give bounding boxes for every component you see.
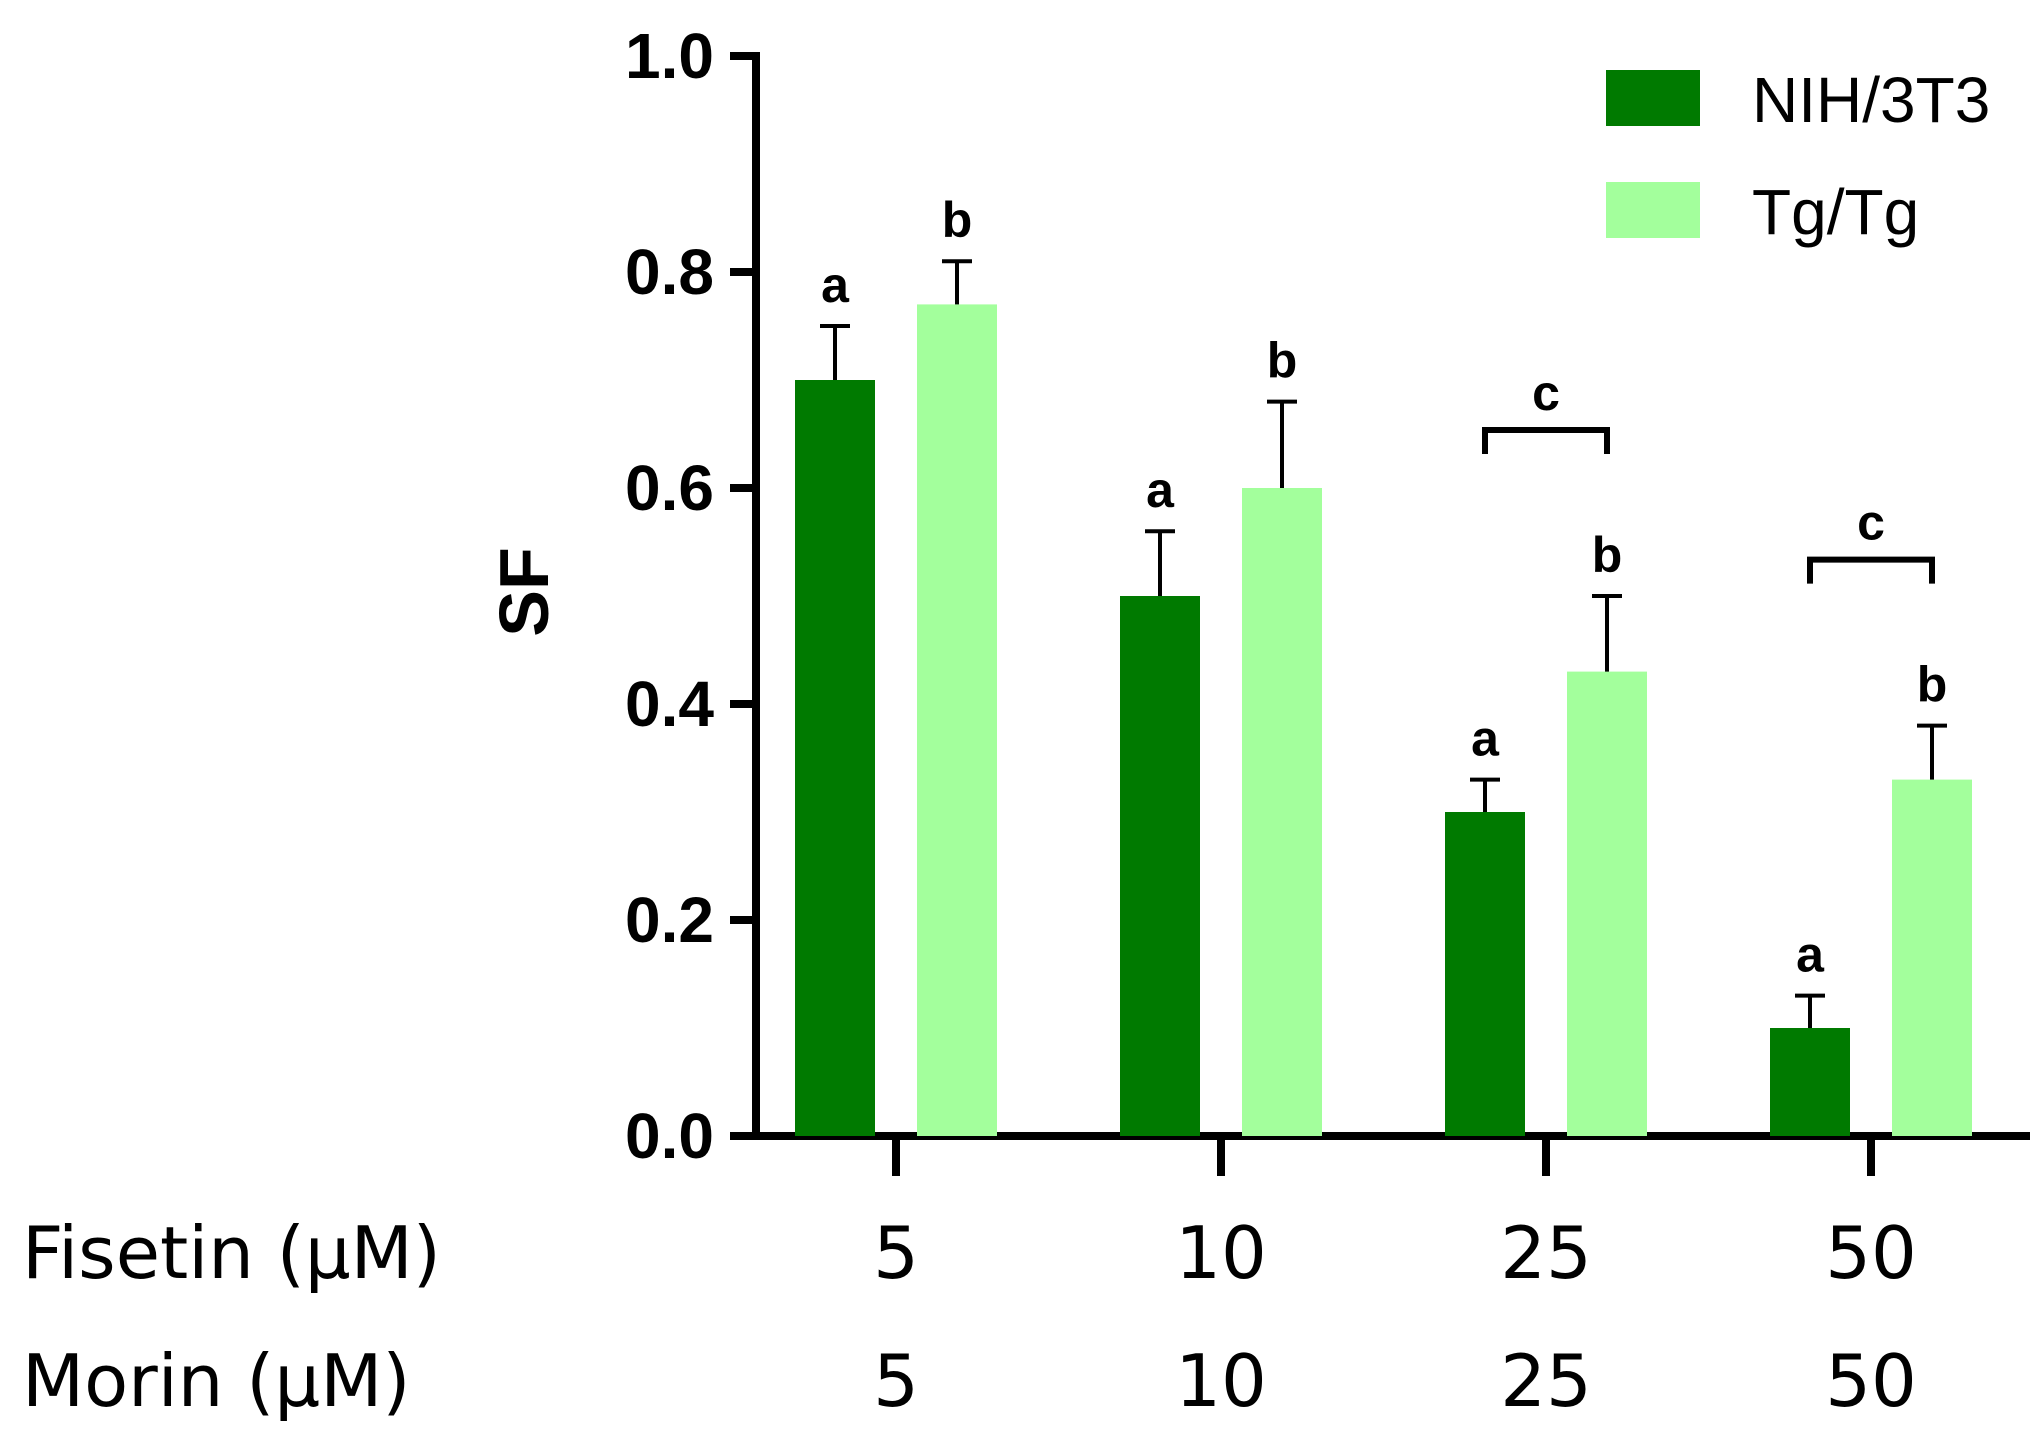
significance-label: a [1146,462,1175,518]
significance-label: b [1267,333,1298,389]
comparison-bracket [1807,556,1935,584]
bar-nih3t3 [1445,812,1525,1136]
bar-nih3t3 [1770,1028,1850,1136]
legend-label: NIH/3T3 [1752,64,1990,136]
bar-nih3t3 [1120,596,1200,1136]
bar-tgtg [1242,488,1322,1136]
legend-swatch-tgtg [1606,182,1700,238]
comparison-label: c [1857,495,1885,551]
row-label: Morin (µM) [22,1339,410,1423]
significance-label: a [1796,927,1825,983]
significance-label: b [1917,657,1948,713]
x-category-label: 50 [1825,1211,1917,1295]
x-category-label: 5 [873,1211,919,1295]
bar-tgtg [1892,779,1972,1136]
significance-label: a [1471,711,1500,767]
bar-tgtg [917,304,997,1136]
x-category-label: 10 [1175,1339,1267,1423]
comparison-label: c [1532,365,1560,421]
row-label: Fisetin (µM) [22,1211,441,1295]
legend-swatch-nih3t3 [1606,70,1700,126]
x-category-label: 5 [873,1339,919,1423]
x-category-label: 25 [1500,1339,1592,1423]
legend-label: Tg/Tg [1752,176,1919,248]
x-category-label: 25 [1500,1211,1592,1295]
x-category-label: 50 [1825,1339,1917,1423]
y-axis-title: SF [485,547,563,636]
comparison-bracket [1482,427,1610,454]
bar-nih3t3 [795,380,875,1136]
significance-label: b [1592,527,1623,583]
bar-tgtg [1567,671,1647,1136]
plot-area: 0.0 0.2 0.4 0.6 0.8 1.0 a a a a b b b b c c Fisetin (µM)… [22,20,2030,1423]
y-tick-label: 1.0 [625,20,714,92]
y-tick-label: 0.6 [625,452,714,524]
legend: NIH/3T3 Tg/Tg [1606,64,1990,248]
y-tick-label: 0.4 [625,668,714,740]
significance-label: a [821,257,850,313]
significance-label: b [942,192,973,248]
x-category-label: 10 [1175,1211,1267,1295]
y-tick-label: 0.0 [625,1100,714,1172]
y-tick-label: 0.8 [625,236,714,308]
y-tick-label: 0.2 [625,884,714,956]
